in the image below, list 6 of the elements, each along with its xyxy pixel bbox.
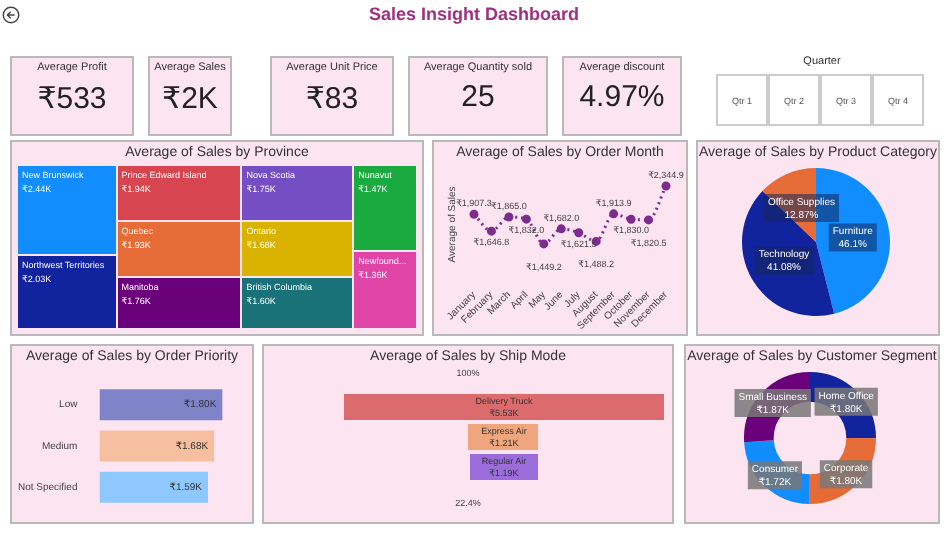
text: 4.97% — [577, 80, 667, 114]
text: ₹2K — [160, 80, 220, 116]
text: Sales Insight Dashboard — [366, 4, 582, 24]
text: 25 — [459, 80, 497, 114]
text: ₹533 — [35, 80, 109, 116]
text: ₹83 — [303, 80, 361, 116]
